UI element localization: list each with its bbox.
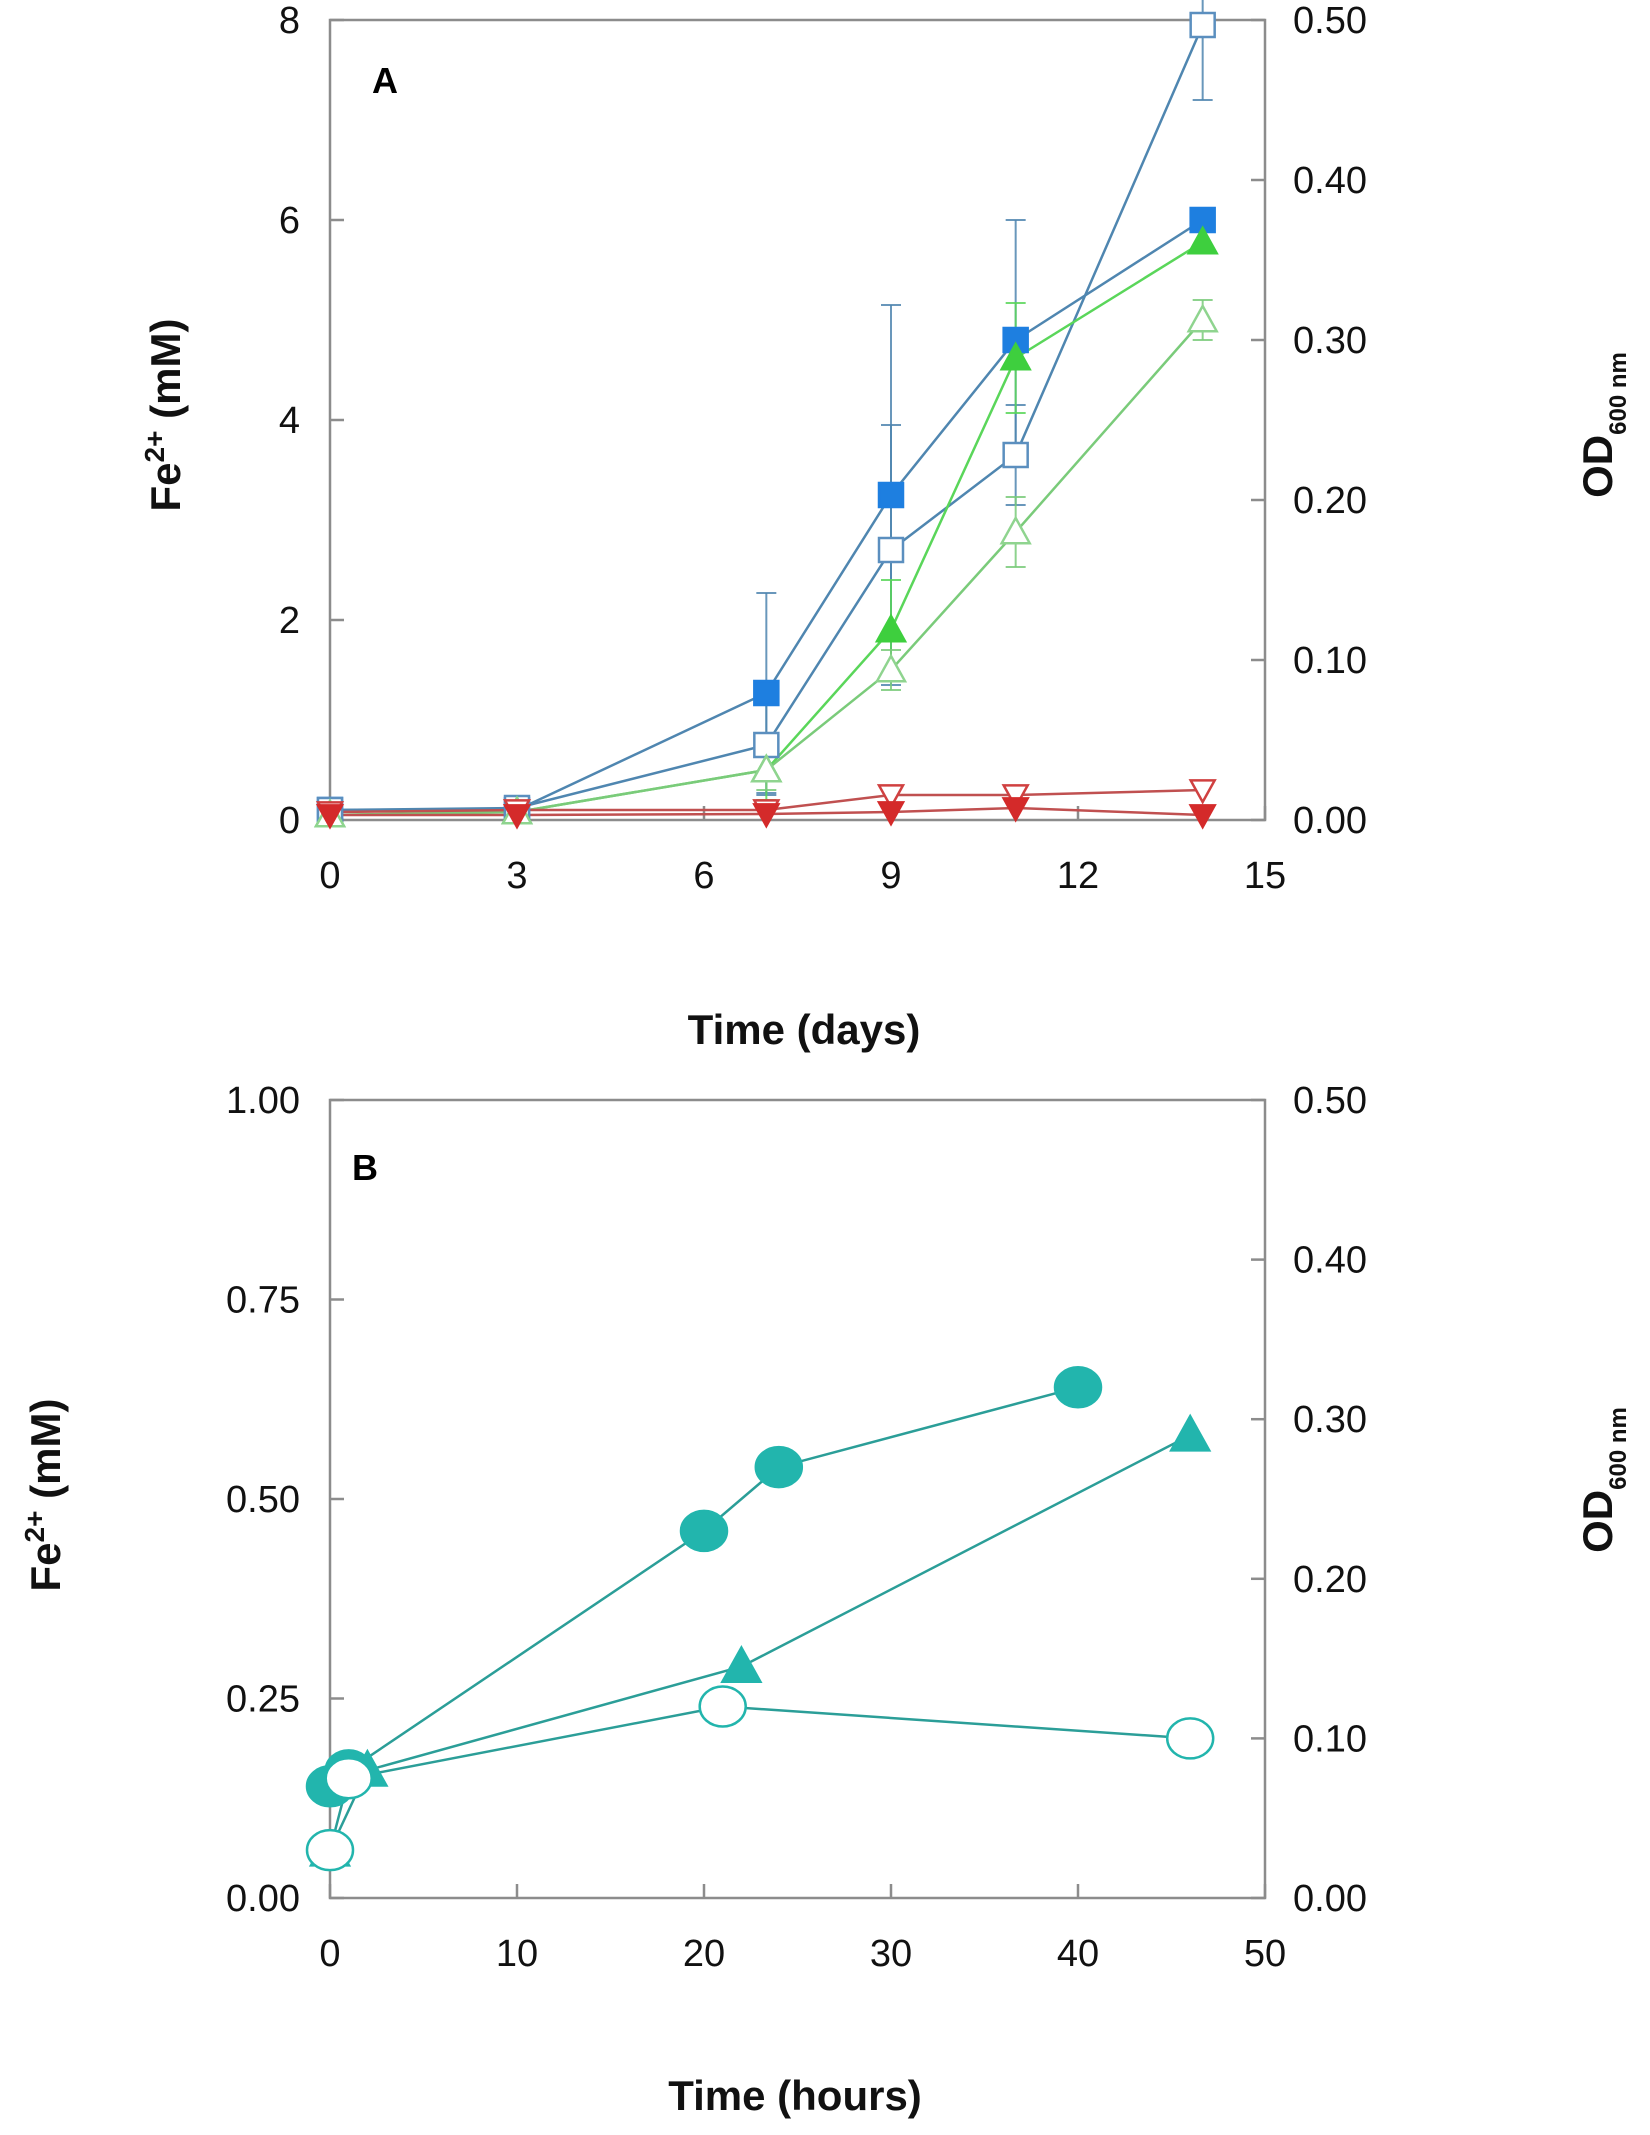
panel-a-y-label-unit: (mM) (142, 319, 189, 419)
y2-tick-label: 0.40 (1293, 1240, 1367, 1282)
x-tick-label: 20 (683, 1933, 725, 1975)
data-point-triangle-down (1188, 779, 1217, 805)
y2-tick-label: 0.40 (1293, 160, 1367, 202)
data-point-triangle-up (874, 613, 908, 643)
panel-a-x-axis-label: Time (days) (688, 1006, 921, 1053)
data-point-square (1002, 441, 1029, 469)
x-tick-label: 6 (693, 855, 714, 897)
panel-a-right-axis-label: OD600 nm (1574, 352, 1632, 498)
x-tick-label: 12 (1057, 855, 1099, 897)
y-tick-label: 4 (279, 400, 300, 442)
y2-tick-label: 0.10 (1293, 640, 1367, 682)
panel-b-y-label-unit: (mM) (22, 1399, 69, 1499)
data-point-triangle-up (1169, 1413, 1212, 1452)
panel-b-right-label-base: OD (1574, 1490, 1621, 1553)
panel-a-right-label-subscript: 600 nm (1605, 352, 1632, 435)
x-tick-label: 15 (1244, 855, 1286, 897)
panel-b-y-label-superscript: 2+ (19, 1511, 50, 1543)
panel-a-y-label-base: Fe (142, 462, 189, 511)
panel-a-y-label-superscript: 2+ (139, 431, 170, 463)
data-point-circle (1053, 1366, 1103, 1409)
panel-b-ticks: 0 10 20 30 40 500.000.250.500.751.000.000.100… (226, 1080, 1367, 1975)
y-tick-label: 0.25 (226, 1679, 300, 1721)
y2-tick-label: 0.00 (1293, 800, 1367, 842)
data-point-square (877, 481, 905, 509)
data-point-circle (1165, 1717, 1215, 1760)
data-point-square (1189, 11, 1216, 39)
y-tick-label: 2 (279, 600, 300, 642)
data-point-triangle-down (1188, 804, 1217, 830)
data-point-triangle-up (999, 515, 1032, 545)
data-point-square (753, 679, 780, 707)
y-tick-label: 6 (279, 200, 300, 242)
panel-b-right-label-subscript: 600 nm (1605, 1407, 1632, 1490)
x-tick-label: 30 (870, 1933, 912, 1975)
panel-b-series (305, 1366, 1215, 1872)
y-tick-label: 0.50 (226, 1479, 300, 1521)
y2-tick-label: 0.50 (1293, 1080, 1367, 1122)
data-point-circle (305, 1828, 355, 1872)
series-line (329, 788, 1203, 814)
x-tick-label: 40 (1057, 1933, 1099, 1975)
panel-a-y-label-unit-space (142, 419, 189, 431)
series-line (329, 24, 1204, 812)
y-tick-label: 0 (279, 800, 300, 842)
y2-tick-label: 0.30 (1293, 1399, 1367, 1441)
chart-panel-b: 0 10 20 30 40 500.000.250.500.751.000.000.100… (19, 1080, 1632, 2119)
data-point-triangle-down (876, 784, 906, 810)
panel-a-y-axis-label: Fe2+ (mM) (139, 319, 189, 512)
y2-tick-label: 0.20 (1293, 1559, 1367, 1601)
data-point-triangle-down (752, 803, 781, 829)
data-point-triangle-up (1186, 303, 1219, 333)
data-point-triangle-up (999, 341, 1032, 371)
x-tick-label: 50 (1244, 1933, 1286, 1975)
y-tick-label: 8 (279, 0, 300, 42)
data-point-triangle-down (1001, 784, 1030, 810)
x-tick-label: 0 (319, 1933, 340, 1975)
panel-b-y-label-unit-space (22, 1499, 69, 1511)
x-tick-label: 10 (496, 1933, 538, 1975)
panel-b-y-label-base: Fe (22, 1542, 69, 1591)
panel-b-x-axis-label: Time (hours) (668, 2072, 922, 2119)
panel-a-series (313, 0, 1219, 830)
series-line (330, 806, 1203, 817)
x-tick-label: 3 (506, 855, 527, 897)
data-point-triangle-up (750, 753, 783, 783)
data-point-circle (324, 1757, 373, 1800)
panel-b-label: B (352, 1147, 378, 1188)
data-point-triangle-up (874, 653, 908, 683)
data-point-circle (754, 1445, 804, 1489)
y2-tick-label: 0.00 (1293, 1878, 1367, 1920)
x-tick-label: 9 (880, 855, 901, 897)
panel-b-y-axis-label: Fe2+ (mM) (19, 1399, 69, 1592)
data-point-square (753, 731, 780, 759)
y2-tick-label: 0.50 (1293, 0, 1367, 42)
y2-tick-label: 0.20 (1293, 480, 1367, 522)
data-point-triangle-down (1001, 797, 1030, 823)
series-line (328, 1705, 1191, 1851)
y-tick-label: 0.75 (226, 1280, 300, 1322)
data-point-triangle-up (1186, 225, 1219, 255)
data-point-triangle-down (502, 804, 532, 830)
x-tick-label: 0 (319, 855, 340, 897)
data-point-triangle-down (315, 804, 345, 830)
panel-a-label: A (372, 60, 398, 101)
panel-a-right-label-base: OD (1574, 435, 1621, 498)
data-point-circle (679, 1509, 729, 1553)
data-point-triangle-up (720, 1645, 763, 1684)
data-point-square (877, 536, 905, 564)
panel-b-right-axis-label: OD600 nm (1574, 1407, 1632, 1553)
series-line (328, 1434, 1191, 1851)
panel-a-ticks: 0 3 6 9 12 15 0 2 4 6 8 0.00 0.10 0.20 0.30 0.40 0.50 (279, 0, 1367, 897)
data-point-triangle-down (876, 801, 906, 827)
y-tick-label: 0.00 (226, 1878, 300, 1920)
y-tick-label: 1.00 (226, 1080, 300, 1122)
y2-tick-label: 0.30 (1293, 320, 1367, 362)
data-point-circle (698, 1685, 747, 1728)
series-line (329, 319, 1204, 817)
y2-tick-label: 0.10 (1293, 1718, 1367, 1760)
